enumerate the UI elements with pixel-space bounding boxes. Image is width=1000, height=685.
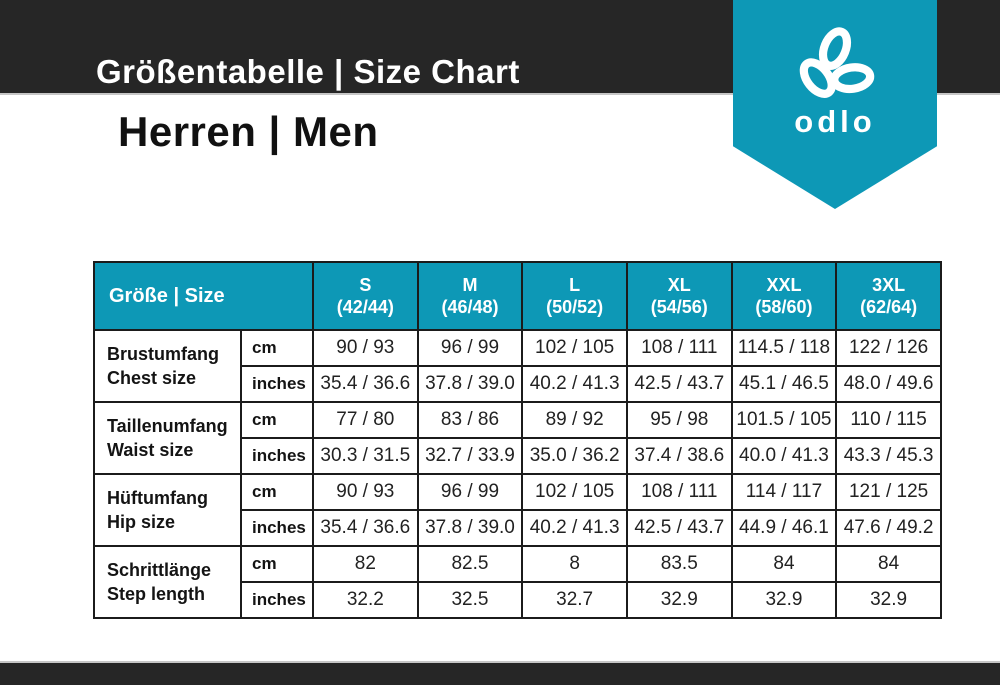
value-cell: 35.0 / 36.2 (521, 437, 628, 475)
value-cell: 89 / 92 (521, 401, 628, 439)
table-row: Taillenumfang Waist size cm 77 / 80 83 / 86 8… (93, 401, 942, 475)
value-cell: 32.9 (625, 581, 733, 619)
value-cell: 101.5 / 105 (730, 401, 838, 439)
value-cell: 95 / 98 (625, 401, 733, 439)
brand-wordmark: odlo (794, 104, 876, 139)
value-cell: 102 / 105 (521, 473, 628, 511)
table-row: Brustumfang Chest size cm 90 / 93 96 / 99 102… (93, 329, 942, 403)
size-table-grid: Größe | Size S (42/44) M (46/48) L (50/52) XL (5… (93, 261, 942, 619)
size-column-header: L (50/52) (521, 261, 628, 331)
value-cell: 102 / 105 (521, 329, 628, 367)
unit-cell: cm (240, 329, 314, 367)
value-cell: 114 / 117 (730, 473, 838, 511)
value-cell: 90 / 93 (312, 473, 419, 511)
measurement-label-cell: Schrittlänge Step length (93, 545, 242, 619)
value-cell: 32.2 (312, 581, 419, 619)
size-column-header: S (42/44) (312, 261, 419, 331)
unit-cell: inches (240, 437, 314, 475)
value-cell: 122 / 126 (835, 329, 942, 367)
value-cell: 77 / 80 (312, 401, 419, 439)
value-cell: 37.4 / 38.6 (625, 437, 733, 475)
value-cell: 108 / 111 (625, 473, 733, 511)
value-cell: 8 (521, 545, 628, 583)
value-cell: 121 / 125 (835, 473, 942, 511)
unit-cell: inches (240, 365, 314, 403)
value-cell: 43.3 / 45.3 (835, 437, 942, 475)
value-cell: 42.5 / 43.7 (625, 365, 733, 403)
bottom-band (0, 661, 1000, 685)
value-cell: 30.3 / 31.5 (312, 437, 419, 475)
size-column-header: XXL (58/60) (730, 261, 838, 331)
value-cell: 90 / 93 (312, 329, 419, 367)
value-cell: 32.9 (730, 581, 838, 619)
unit-cell: cm (240, 401, 314, 439)
page-subtitle: Herren | Men (118, 108, 379, 155)
value-cell: 37.8 / 39.0 (416, 509, 524, 547)
value-cell: 45.1 / 46.5 (730, 365, 838, 403)
odlo-knot-icon (799, 27, 875, 98)
value-cell: 40.2 / 41.3 (521, 509, 628, 547)
unit-cell: inches (240, 581, 314, 619)
measurement-label-cell: Brustumfang Chest size (93, 329, 242, 403)
table-row: inches 30.3 / 31.5 32.7 / 33.9 35.0 / 36.2 3… (94, 437, 942, 475)
value-cell: 37.8 / 39.0 (416, 365, 524, 403)
value-cell: 35.4 / 36.6 (312, 509, 419, 547)
corner-header-cell: Größe | Size (93, 261, 314, 331)
value-cell: 110 / 115 (835, 401, 942, 439)
measurement-label-cell: Hüftumfang Hip size (93, 473, 242, 547)
value-cell: 108 / 111 (625, 329, 733, 367)
value-cell: 40.0 / 41.3 (730, 437, 838, 475)
value-cell: 96 / 99 (416, 329, 524, 367)
table-row: Hüftumfang Hip size cm 90 / 93 96 / 99 102 / … (93, 473, 942, 547)
value-cell: 40.2 / 41.3 (521, 365, 628, 403)
size-column-header: 3XL (62/64) (835, 261, 942, 331)
table-row: inches 35.4 / 36.6 37.8 / 39.0 40.2 / 41.3 4… (94, 509, 942, 547)
value-cell: 96 / 99 (416, 473, 524, 511)
value-cell: 42.5 / 43.7 (625, 509, 733, 547)
value-cell: 32.5 (416, 581, 524, 619)
size-column-header: M (46/48) (416, 261, 524, 331)
table-body: Brustumfang Chest size cm 90 / 93 96 / 99 102… (93, 329, 942, 619)
value-cell: 48.0 / 49.6 (835, 365, 942, 403)
value-cell: 83.5 (625, 545, 733, 583)
value-cell: 114.5 / 118 (730, 329, 838, 367)
brand-badge: odlo (733, 0, 937, 209)
value-cell: 32.9 (835, 581, 942, 619)
table-row: inches 32.2 32.5 32.7 32.9 32.9 32.9 (94, 581, 942, 619)
table-header-row: Größe | Size S (42/44) M (46/48) L (50/52) XL (5… (93, 261, 942, 331)
size-column-header: XL (54/56) (625, 261, 733, 331)
value-cell: 35.4 / 36.6 (312, 365, 419, 403)
table-row: inches 35.4 / 36.6 37.8 / 39.0 40.2 / 41.3 4… (94, 365, 942, 403)
value-cell: 32.7 / 33.9 (416, 437, 524, 475)
value-cell: 84 (730, 545, 838, 583)
unit-cell: inches (240, 509, 314, 547)
value-cell: 32.7 (521, 581, 628, 619)
value-cell: 82.5 (416, 545, 524, 583)
measurement-label-cell: Taillenumfang Waist size (93, 401, 242, 475)
value-cell: 83 / 86 (416, 401, 524, 439)
value-cell: 82 (312, 545, 419, 583)
value-cell: 47.6 / 49.2 (835, 509, 942, 547)
value-cell: 44.9 / 46.1 (730, 509, 838, 547)
unit-cell: cm (240, 545, 314, 583)
size-table: Größe | Size S (42/44) M (46/48) L (50/52) XL (5… (93, 261, 942, 619)
page-title: Größentabelle | Size Chart (96, 53, 520, 90)
unit-cell: cm (240, 473, 314, 511)
value-cell: 84 (835, 545, 942, 583)
table-row: Schrittlänge Step length cm 82 82.5 8 83.5 84 84 (93, 545, 942, 619)
